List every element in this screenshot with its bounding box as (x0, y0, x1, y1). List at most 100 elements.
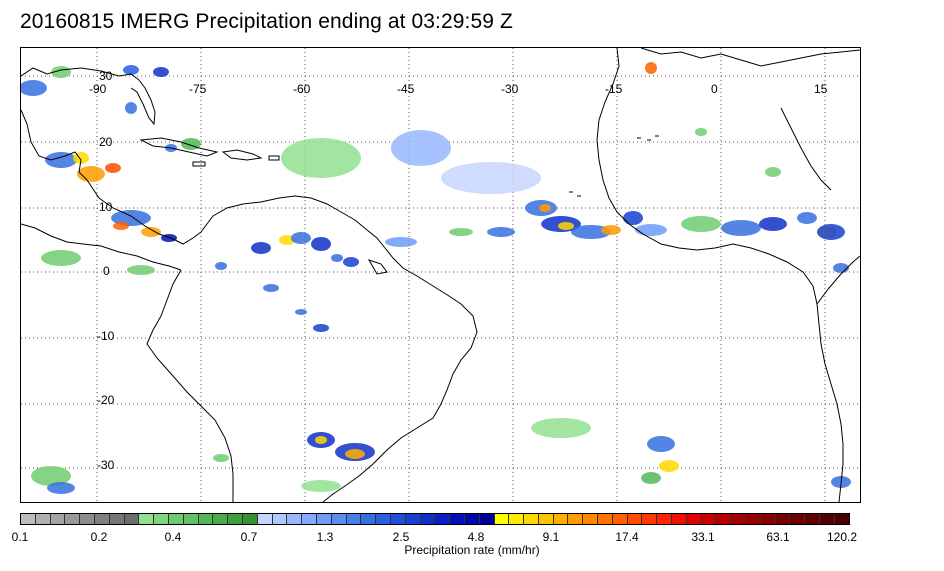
lon-label-7: 0 (711, 82, 718, 96)
precipitation-cell (41, 250, 81, 266)
colorbar-cell (331, 514, 347, 524)
colorbar-cell (80, 514, 95, 524)
colorbar-cell (746, 514, 761, 524)
lat-label-6: -20 (97, 393, 115, 407)
colorbar-cell (509, 514, 525, 524)
map-canvas (21, 48, 860, 502)
precipitation-cell (295, 309, 307, 315)
lon-label-5: -30 (501, 82, 519, 96)
coast-jamaica (192, 161, 206, 167)
precipitation-cell (797, 212, 817, 224)
colorbar-cell (405, 514, 421, 524)
colorbar-tick-12: 120.2 (826, 530, 858, 544)
precipitation-cell (343, 257, 359, 267)
coast-mexico-east (21, 109, 88, 181)
colorbar (20, 513, 850, 525)
colorbar-tick-7: 4.8 (467, 530, 485, 544)
coast-south-america-west (146, 269, 234, 502)
colorbar-cell (361, 514, 377, 524)
coast-puerto-rico (268, 155, 280, 161)
precipitation-cell (558, 222, 574, 230)
precipitation-cell (123, 65, 139, 75)
colorbar-cell (124, 514, 140, 524)
precipitation-cell (311, 237, 331, 251)
precipitation-cell (635, 224, 667, 236)
colorbar-cell (228, 514, 243, 524)
precipitation-cell (263, 284, 279, 292)
coastlines (21, 48, 860, 502)
colorbar-cell (302, 514, 317, 524)
lon-label-2: -75 (189, 82, 207, 96)
coast-canary-islands (637, 135, 659, 141)
map-title: 20160815 IMERG Precipitation ending at 0… (20, 10, 513, 33)
precipitation-cell (215, 262, 227, 270)
precipitation-cell (105, 163, 121, 173)
colorbar-cell (701, 514, 717, 524)
colorbar-cell (627, 514, 643, 524)
coast-central-america-pacific (21, 223, 182, 271)
colorbar-cell (524, 514, 539, 524)
colorbar-cell (479, 514, 495, 524)
colorbar-tick-11: 63.1 (766, 530, 790, 544)
precipitation-cell (45, 152, 77, 168)
precipitation-cell (449, 228, 473, 236)
lat-label-5: -10 (97, 329, 115, 343)
colorbar-ticks: 0.1 0.2 0.4 0.7 1.3 2.5 4.8 9.1 17.4 33.… (12, 530, 857, 544)
precipitation-cell (647, 436, 675, 452)
colorbar-cell (198, 514, 214, 524)
precipitation-cell (331, 254, 343, 262)
coast-cape-verde (569, 191, 581, 197)
colorbar-cell (731, 514, 747, 524)
colorbar-cell (494, 514, 510, 524)
precipitation-cell (141, 227, 161, 237)
precipitation-cell (315, 436, 327, 444)
lat-label-4: 0 (103, 264, 110, 278)
precipitation-map: -90 -75 -60 -45 -30 -15 0 15 30 20 10 0 … (20, 47, 861, 503)
colorbar-cell (242, 514, 258, 524)
colorbar-cell (805, 514, 821, 524)
colorbar-cell (272, 514, 288, 524)
colorbar-cell (583, 514, 599, 524)
colorbar-cell (672, 514, 687, 524)
precipitation-cell (641, 472, 661, 484)
precipitation-cell (623, 211, 643, 225)
precipitation-cell (695, 128, 707, 136)
precipitation-field (21, 62, 851, 494)
colorbar-cell (553, 514, 569, 524)
colorbar-cell (213, 514, 229, 524)
precipitation-cell (759, 217, 787, 231)
precipitation-cell (127, 265, 155, 275)
precipitation-cell (391, 130, 451, 166)
coast-south-america (200, 195, 478, 502)
precipitation-cell (301, 480, 341, 492)
colorbar-cell (834, 514, 849, 524)
precipitation-cell (571, 225, 611, 239)
precipitation-cell (313, 324, 329, 332)
precipitation-cell (645, 62, 657, 74)
colorbar-tick-10: 33.1 (691, 530, 715, 544)
precipitation-cell (181, 138, 201, 150)
colorbar-cell (168, 514, 184, 524)
colorbar-cell (790, 514, 806, 524)
colorbar-cell (183, 514, 199, 524)
colorbar-cell (35, 514, 51, 524)
colorbar-cell (716, 514, 732, 524)
precipitation-cell (279, 235, 295, 245)
colorbar-cell (435, 514, 451, 524)
precipitation-cell (251, 242, 271, 254)
colorbar-cell (464, 514, 480, 524)
colorbar-cell (760, 514, 776, 524)
precipitation-cell (281, 138, 361, 178)
coast-hispaniola (221, 149, 263, 161)
coast-africa (596, 48, 844, 502)
colorbar-tick-6: 2.5 (392, 530, 410, 544)
coast-cuba (139, 137, 219, 157)
colorbar-cell (50, 514, 66, 524)
lat-label-3: 10 (99, 200, 113, 214)
colorbar-cell (316, 514, 332, 524)
colorbar-cell (686, 514, 702, 524)
colorbar-cell (420, 514, 436, 524)
colorbar-tick-2: 0.2 (90, 530, 108, 544)
colorbar-cell (109, 514, 125, 524)
precipitation-cell (539, 204, 551, 212)
